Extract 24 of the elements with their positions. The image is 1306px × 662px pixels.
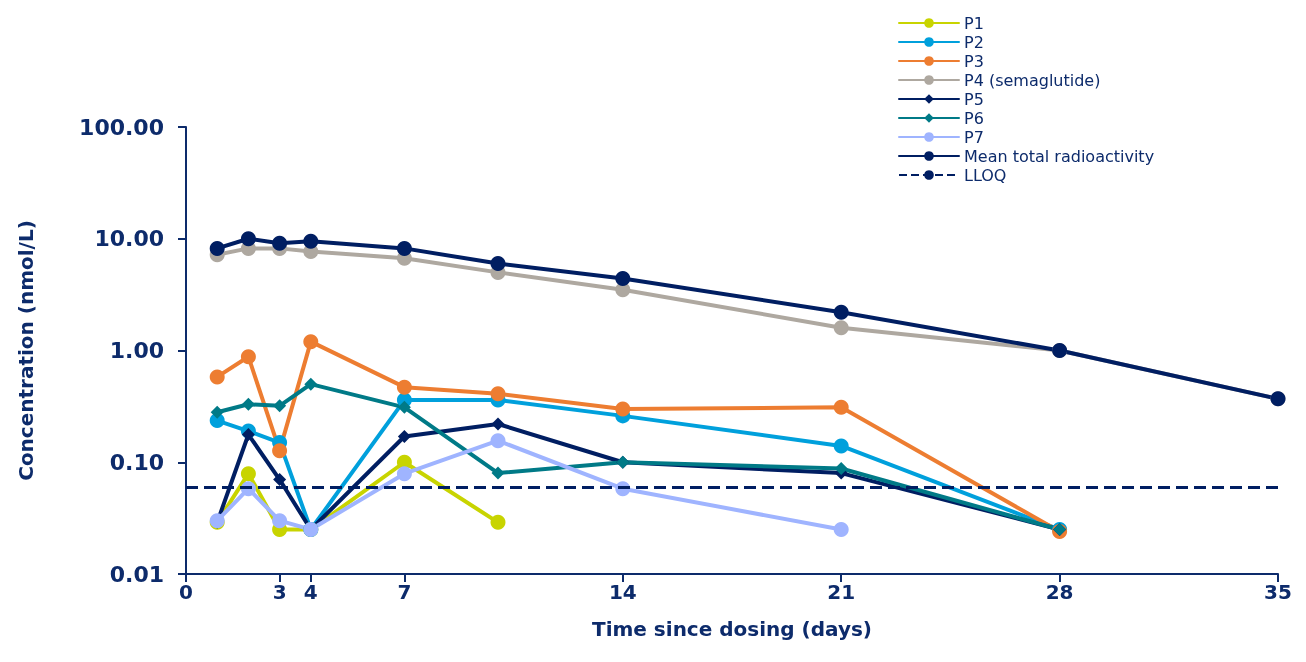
legend-label: LLOQ [964, 165, 1007, 185]
x-axis-title: Time since dosing (days) [592, 617, 872, 641]
legend-label: P2 [964, 32, 984, 52]
x-tick-label: 35 [1264, 580, 1292, 604]
x-tick-label: 0 [179, 580, 193, 604]
y-tick-label: 1.00 [109, 338, 164, 363]
legend-label: P3 [964, 51, 984, 71]
y-tick-label: 10.00 [94, 226, 164, 252]
x-tick-label: 3 [272, 580, 287, 604]
x-tick-label: 21 [827, 580, 856, 604]
y-tick-label: 0.10 [109, 449, 164, 475]
y-tick-label: 100.00 [79, 114, 164, 140]
legend-label: P7 [964, 127, 984, 147]
x-tick-label: 4 [303, 580, 318, 604]
x-tick-label: 7 [397, 580, 412, 604]
legend-label: P6 [964, 108, 984, 128]
y-axis-title: Concentration (nmol/L) [14, 220, 38, 481]
x-tick-label: 14 [608, 580, 637, 604]
legend-label: P4 (semaglutide) [964, 70, 1101, 90]
legend-label: P1 [964, 13, 984, 33]
y-tick-label: 0.01 [109, 561, 164, 587]
legend-label: Mean total radioactivity [964, 146, 1155, 166]
x-tick-label: 28 [1045, 580, 1074, 604]
legend-label: P5 [964, 89, 984, 109]
